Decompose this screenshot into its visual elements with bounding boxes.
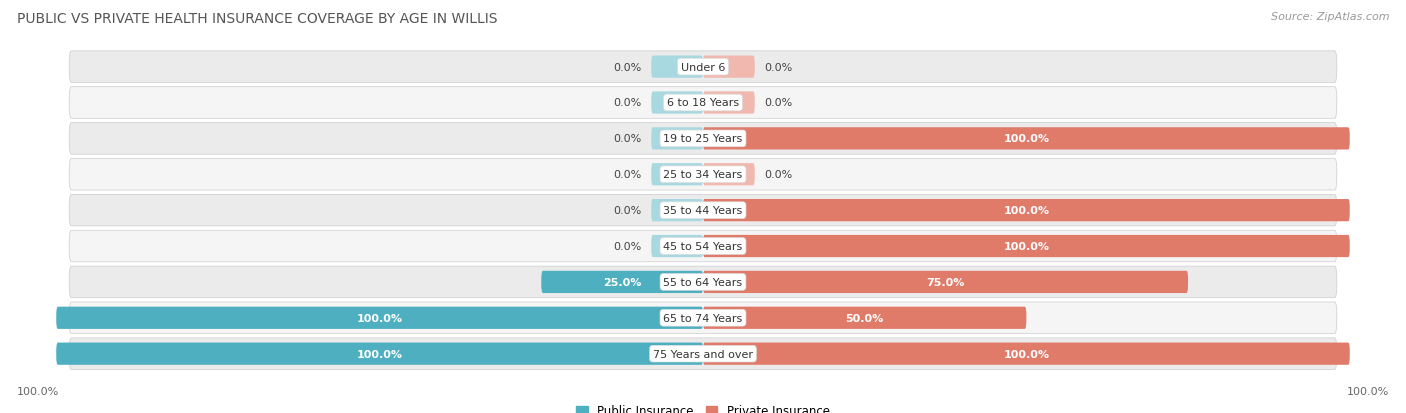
Text: 19 to 25 Years: 19 to 25 Years	[664, 134, 742, 144]
FancyBboxPatch shape	[69, 266, 1337, 298]
Text: 0.0%: 0.0%	[613, 134, 641, 144]
FancyBboxPatch shape	[651, 128, 703, 150]
FancyBboxPatch shape	[56, 307, 703, 329]
Text: 100.0%: 100.0%	[1004, 242, 1049, 252]
FancyBboxPatch shape	[69, 52, 1337, 83]
Text: 0.0%: 0.0%	[613, 242, 641, 252]
Text: PUBLIC VS PRIVATE HEALTH INSURANCE COVERAGE BY AGE IN WILLIS: PUBLIC VS PRIVATE HEALTH INSURANCE COVER…	[17, 12, 498, 26]
Text: 75 Years and over: 75 Years and over	[652, 349, 754, 359]
FancyBboxPatch shape	[703, 92, 755, 114]
FancyBboxPatch shape	[651, 92, 703, 114]
FancyBboxPatch shape	[703, 307, 1026, 329]
FancyBboxPatch shape	[541, 271, 703, 293]
Text: 100.0%: 100.0%	[17, 387, 59, 396]
Text: 100.0%: 100.0%	[1004, 349, 1049, 359]
Text: 25 to 34 Years: 25 to 34 Years	[664, 170, 742, 180]
FancyBboxPatch shape	[703, 128, 1350, 150]
FancyBboxPatch shape	[703, 271, 1188, 293]
FancyBboxPatch shape	[703, 199, 1350, 222]
Text: 0.0%: 0.0%	[765, 170, 793, 180]
Text: 0.0%: 0.0%	[765, 62, 793, 72]
FancyBboxPatch shape	[69, 159, 1337, 190]
Text: 100.0%: 100.0%	[1004, 206, 1049, 216]
Text: 45 to 54 Years: 45 to 54 Years	[664, 242, 742, 252]
Text: 100.0%: 100.0%	[1347, 387, 1389, 396]
FancyBboxPatch shape	[703, 235, 1350, 258]
Text: 100.0%: 100.0%	[357, 313, 402, 323]
FancyBboxPatch shape	[703, 343, 1350, 365]
Text: 0.0%: 0.0%	[613, 170, 641, 180]
Text: 0.0%: 0.0%	[613, 62, 641, 72]
FancyBboxPatch shape	[651, 199, 703, 222]
FancyBboxPatch shape	[69, 88, 1337, 119]
Text: 25.0%: 25.0%	[603, 277, 641, 287]
FancyBboxPatch shape	[651, 164, 703, 186]
Text: 0.0%: 0.0%	[613, 206, 641, 216]
Text: 75.0%: 75.0%	[927, 277, 965, 287]
Text: 55 to 64 Years: 55 to 64 Years	[664, 277, 742, 287]
FancyBboxPatch shape	[69, 302, 1337, 334]
Legend: Public Insurance, Private Insurance: Public Insurance, Private Insurance	[576, 404, 830, 413]
Text: 50.0%: 50.0%	[845, 313, 884, 323]
Text: Source: ZipAtlas.com: Source: ZipAtlas.com	[1271, 12, 1389, 22]
FancyBboxPatch shape	[56, 343, 703, 365]
FancyBboxPatch shape	[69, 123, 1337, 155]
Text: 6 to 18 Years: 6 to 18 Years	[666, 98, 740, 108]
Text: 65 to 74 Years: 65 to 74 Years	[664, 313, 742, 323]
Text: 35 to 44 Years: 35 to 44 Years	[664, 206, 742, 216]
Text: 0.0%: 0.0%	[765, 98, 793, 108]
FancyBboxPatch shape	[69, 195, 1337, 226]
FancyBboxPatch shape	[651, 235, 703, 258]
FancyBboxPatch shape	[703, 56, 755, 78]
FancyBboxPatch shape	[69, 231, 1337, 262]
Text: 100.0%: 100.0%	[1004, 134, 1049, 144]
FancyBboxPatch shape	[651, 56, 703, 78]
Text: Under 6: Under 6	[681, 62, 725, 72]
FancyBboxPatch shape	[69, 338, 1337, 370]
Text: 100.0%: 100.0%	[357, 349, 402, 359]
FancyBboxPatch shape	[703, 164, 755, 186]
Text: 0.0%: 0.0%	[613, 98, 641, 108]
